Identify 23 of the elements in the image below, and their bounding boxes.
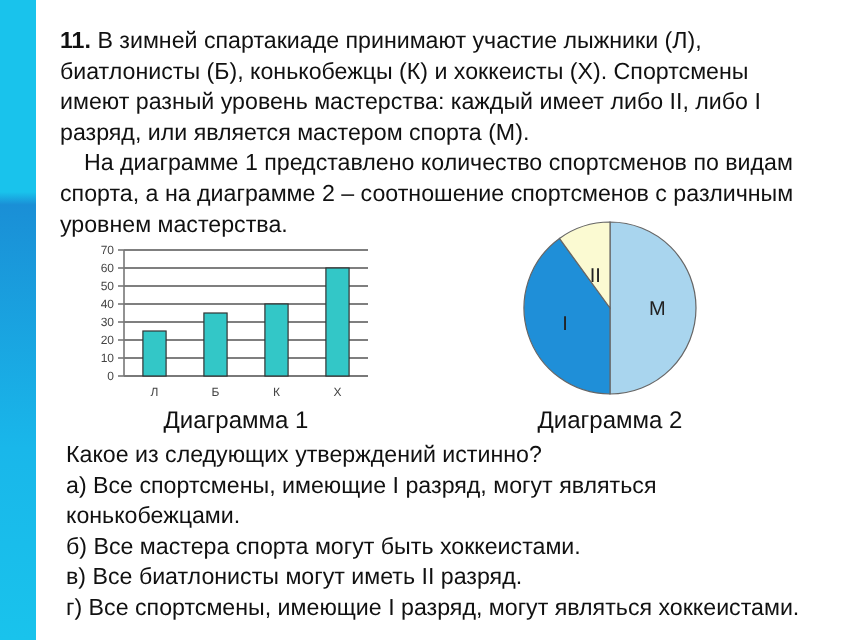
slice-label: I xyxy=(562,313,568,336)
text: разряд, или является мастером спорта (М). xyxy=(60,119,530,146)
text: уровнем мастерства. xyxy=(60,211,288,238)
text: Какое из следующих утверждений истинно? xyxy=(66,442,543,468)
text: а) Все спортсмены, имеющие I разряд, могут являться xyxy=(66,472,657,499)
text: 11. xyxy=(60,28,91,54)
text: конькобежцами. xyxy=(66,503,241,530)
bar xyxy=(264,303,289,377)
text: б) Все мастера спорта могут быть хоккеистами. xyxy=(66,533,581,560)
text: имеют разный уровень мастерства: каждый имеет либо II, либо I xyxy=(60,89,761,116)
text: Диаграмма 2 xyxy=(537,406,684,434)
bar xyxy=(142,330,167,377)
text: В зимней спартакиаде принимают участие лыжники (Л), xyxy=(90,28,702,54)
bar xyxy=(325,267,350,377)
text: г) Все спортсмены, имеющие I разряд, могут являться хоккеистами. xyxy=(66,595,800,621)
bar xyxy=(203,312,228,377)
slice-label: II xyxy=(589,266,601,289)
text: биатлонисты (Б), конькобежцы (К) и хоккеисты (Х). Спортсмены xyxy=(60,58,749,85)
text: Диаграмма 1 xyxy=(163,406,310,434)
slice-label: М xyxy=(648,299,666,321)
text: спорта, а на диаграмме 2 – соотношение спортсменов с различным xyxy=(60,181,794,207)
text: в) Все биатлонисты могут иметь II разряд. xyxy=(66,564,523,591)
text: На диаграмме 1 представлено количество спортсменов по видам xyxy=(84,150,793,177)
